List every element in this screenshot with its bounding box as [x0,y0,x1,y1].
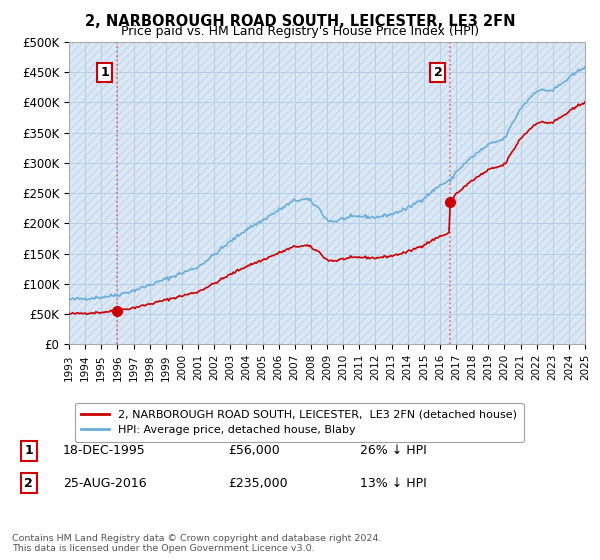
Text: 1: 1 [100,66,109,79]
Text: 2: 2 [25,477,33,490]
Text: 1: 1 [25,444,33,458]
Text: 2: 2 [434,66,442,79]
Text: 2, NARBOROUGH ROAD SOUTH, LEICESTER, LE3 2FN: 2, NARBOROUGH ROAD SOUTH, LEICESTER, LE3… [85,14,515,29]
Legend: 2, NARBOROUGH ROAD SOUTH, LEICESTER,  LE3 2FN (detached house), HPI: Average pri: 2, NARBOROUGH ROAD SOUTH, LEICESTER, LE3… [74,403,524,442]
Text: 26% ↓ HPI: 26% ↓ HPI [360,444,427,458]
Text: £235,000: £235,000 [228,477,287,490]
Text: 18-DEC-1995: 18-DEC-1995 [63,444,146,458]
Text: £56,000: £56,000 [228,444,280,458]
Text: Contains HM Land Registry data © Crown copyright and database right 2024.
This d: Contains HM Land Registry data © Crown c… [12,534,382,553]
Text: Price paid vs. HM Land Registry's House Price Index (HPI): Price paid vs. HM Land Registry's House … [121,25,479,38]
Text: 13% ↓ HPI: 13% ↓ HPI [360,477,427,490]
Text: 25-AUG-2016: 25-AUG-2016 [63,477,146,490]
